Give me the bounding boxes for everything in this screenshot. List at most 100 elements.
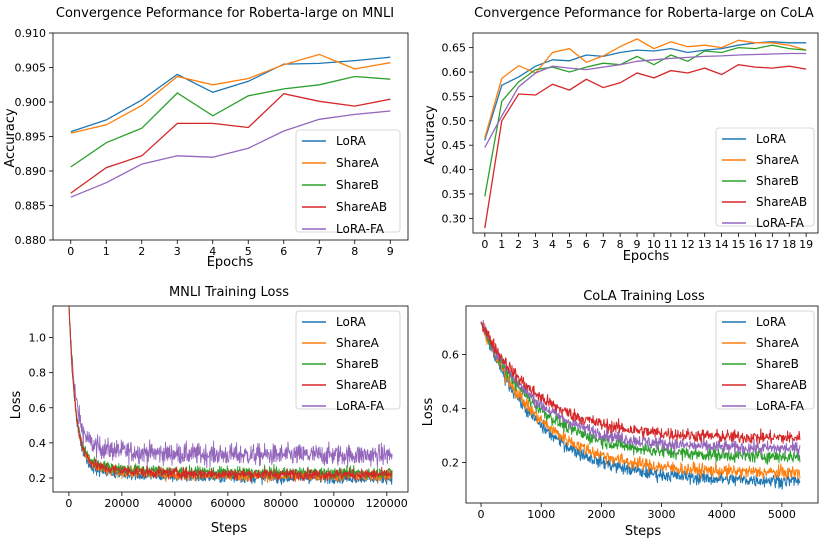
x-tick-label: 18 bbox=[782, 238, 796, 251]
y-tick-label: 0.2 bbox=[29, 472, 47, 485]
y-tick-label: 0.880 bbox=[15, 234, 47, 247]
legend: LoRA ShareA ShareB ShareAB LoRA-FA bbox=[295, 129, 401, 236]
x-tick-label: 11 bbox=[664, 238, 678, 251]
x-tick-label: 4000 bbox=[708, 508, 736, 521]
chart-title: Convergence Peformance for Roberta-large… bbox=[474, 6, 814, 21]
x-tick-label: 1 bbox=[498, 238, 505, 251]
axes-frame bbox=[472, 32, 819, 234]
legend-label: ShareB bbox=[336, 357, 379, 371]
legend: LoRA ShareA ShareB ShareAB LoRA-FA bbox=[715, 310, 815, 413]
y-axis-label: Loss bbox=[421, 398, 436, 427]
x-axis-label: Steps bbox=[211, 521, 248, 536]
x-tick-label: 0 bbox=[65, 497, 72, 510]
y-tick-label: 0.4 bbox=[29, 437, 47, 450]
legend-label: ShareAB bbox=[756, 195, 807, 209]
x-axis-label: Epochs bbox=[207, 255, 254, 270]
series-line-sharea bbox=[480, 321, 801, 480]
x-tick-label: 2 bbox=[515, 238, 522, 251]
y-tick-label: 0.45 bbox=[442, 139, 467, 152]
plot-area bbox=[484, 38, 807, 229]
legend-label: LoRA-FA bbox=[336, 222, 385, 236]
y-tick-label: 1.0 bbox=[29, 332, 47, 345]
y-tick-label: 0.8 bbox=[29, 367, 47, 380]
y-tick-label: 0.885 bbox=[15, 200, 47, 213]
y-tick-label: 0.60 bbox=[442, 66, 467, 79]
legend-label: ShareA bbox=[756, 336, 800, 350]
y-axis-label: Accuracy bbox=[423, 105, 438, 165]
x-tick-label: 13 bbox=[698, 238, 712, 251]
chart-title: CoLA Training Loss bbox=[583, 289, 705, 304]
series-line-lora-fa bbox=[70, 110, 391, 198]
y-tick-label: 0.2 bbox=[442, 457, 460, 470]
legend-label: LoRA bbox=[756, 132, 787, 146]
series-line-shareab bbox=[68, 306, 393, 482]
x-tick-label: 15 bbox=[732, 238, 746, 251]
series-line-sharea bbox=[70, 53, 391, 134]
x-axis-label: Epochs bbox=[623, 249, 670, 264]
x-tick-label: 17 bbox=[765, 238, 779, 251]
x-tick-label: 4 bbox=[549, 238, 556, 251]
chart-title: Convergence Peformance for Roberta-large… bbox=[56, 6, 394, 21]
x-tick-label: 0 bbox=[67, 245, 74, 258]
x-axis-label: Steps bbox=[625, 524, 662, 539]
x-tick-label: 20000 bbox=[104, 497, 139, 510]
axes-frame bbox=[52, 32, 409, 241]
x-tick-label: 12 bbox=[681, 238, 695, 251]
y-tick-label: 0.4 bbox=[442, 403, 460, 416]
x-tick-label: 40000 bbox=[157, 497, 192, 510]
legend: LoRA ShareA ShareB ShareAB LoRA-FA bbox=[295, 310, 401, 413]
y-tick-label: 0.50 bbox=[442, 115, 467, 128]
subplot-mnli-loss: MNLI Training Loss Steps Loss 0 20000 4000… bbox=[9, 285, 409, 536]
legend-label: ShareA bbox=[756, 153, 800, 167]
x-tick-label: 8 bbox=[617, 238, 624, 251]
x-tick-label: 19 bbox=[799, 238, 813, 251]
series-line-lora-fa bbox=[480, 319, 801, 458]
series-line-lora-fa bbox=[484, 52, 807, 148]
subplot-cola-accuracy: Convergence Peformance for Roberta-large… bbox=[423, 6, 819, 264]
y-tick-label: 0.6 bbox=[29, 402, 47, 415]
plot-area bbox=[68, 306, 393, 486]
series-line-sharea bbox=[484, 38, 807, 139]
y-tick-label: 0.35 bbox=[442, 188, 467, 201]
legend: LoRA ShareA ShareB ShareAB LoRA-FA bbox=[715, 127, 815, 230]
x-tick-label: 0 bbox=[481, 238, 488, 251]
series-line-shareab bbox=[480, 322, 801, 445]
y-tick-label: 0.65 bbox=[442, 42, 467, 55]
x-tick-label: 5000 bbox=[768, 508, 796, 521]
x-tick-label: 2 bbox=[138, 245, 145, 258]
chart-title: MNLI Training Loss bbox=[169, 285, 289, 300]
series-line-shareab bbox=[70, 92, 391, 194]
x-tick-label: 3 bbox=[532, 238, 539, 251]
x-tick-label: 3 bbox=[174, 245, 181, 258]
x-tick-label: 10 bbox=[647, 238, 661, 251]
x-tick-label: 6 bbox=[583, 238, 590, 251]
legend-label: ShareB bbox=[756, 357, 799, 371]
y-tick-label: 0.30 bbox=[442, 212, 467, 225]
x-tick-label: 60000 bbox=[210, 497, 245, 510]
legend-label: ShareAB bbox=[336, 378, 387, 392]
legend-label: LoRA-FA bbox=[756, 216, 805, 230]
y-tick-label: 0.895 bbox=[15, 131, 47, 144]
x-tick-label: 6 bbox=[280, 245, 287, 258]
x-tick-label: 3000 bbox=[648, 508, 676, 521]
axes-frame bbox=[52, 305, 409, 493]
legend-label: ShareB bbox=[336, 178, 379, 192]
y-tick-label: 0.900 bbox=[15, 96, 47, 109]
y-tick-label: 0.890 bbox=[15, 165, 47, 178]
legend-label: ShareAB bbox=[756, 378, 807, 392]
plot-area bbox=[480, 319, 801, 490]
x-tick-label: 5 bbox=[245, 245, 252, 258]
series-line-lora bbox=[484, 41, 807, 141]
series-line-lora bbox=[70, 56, 391, 133]
plot-area bbox=[70, 53, 391, 198]
x-tick-label: 14 bbox=[715, 238, 729, 251]
x-tick-label: 0 bbox=[478, 508, 485, 521]
x-tick-label: 16 bbox=[748, 238, 762, 251]
legend-label: LoRA-FA bbox=[336, 399, 385, 413]
legend-label: ShareAB bbox=[336, 200, 387, 214]
x-tick-label: 5 bbox=[566, 238, 573, 251]
y-axis-label: Accuracy bbox=[3, 108, 18, 168]
y-tick-label: 0.910 bbox=[15, 27, 47, 40]
legend-label: LoRA-FA bbox=[756, 399, 805, 413]
